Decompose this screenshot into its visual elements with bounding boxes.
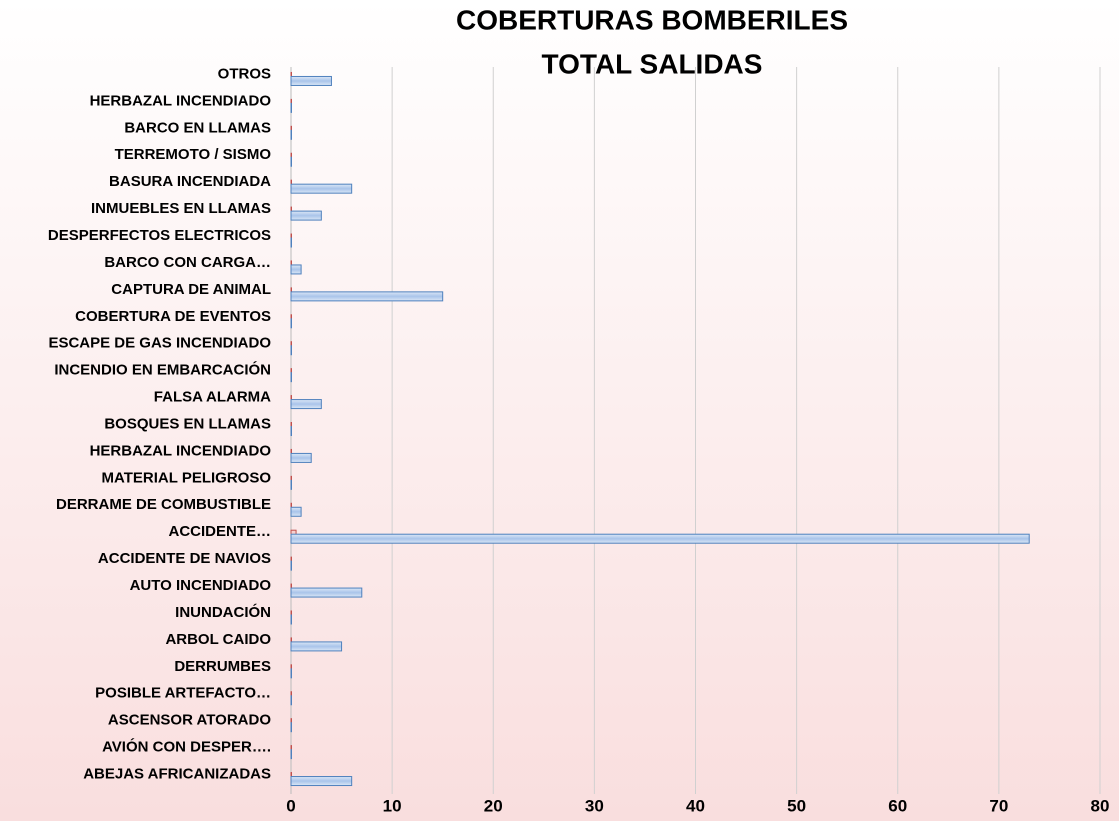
y-tick-label: POSIBLE ARTEFACTO… [95,685,271,702]
bar [290,533,1030,544]
bar [290,641,343,652]
bar [290,668,292,679]
y-tick-label: HERBAZAL INCENDIADO [90,92,272,109]
bar [290,345,292,356]
y-tick-label: COBERTURA DE EVENTOS [75,308,271,325]
bar [290,156,292,167]
x-tick-label: 80 [1091,796,1110,815]
bar [290,426,292,436]
bar [290,237,292,248]
chart-title: TOTAL SALIDAS [542,48,763,79]
bar [290,129,292,140]
y-tick-label: DESPERFECTOS ELECTRICOS [48,227,271,244]
y-tick-label: ACCIDENTE… [168,523,271,540]
y-tick-label: BARCO EN LLAMAS [124,119,271,136]
y-tick-label: BASURA INCENDIADA [109,173,271,190]
y-tick-label: INMUEBLES EN LLAMAS [91,200,271,217]
bar [290,102,292,113]
x-tick-label: 10 [383,796,402,815]
bar [290,372,292,383]
bar [290,776,353,787]
x-tick-label: 70 [989,796,1008,815]
chart-title: COBERTURAS BOMBERILES [456,4,848,35]
bar [290,75,332,86]
y-tick-label: BARCO CON CARGA… [104,254,271,271]
y-tick-label: CAPTURA DE ANIMAL [111,281,271,298]
bar [290,318,292,329]
x-tick-label: 20 [484,796,503,815]
bar [290,479,292,490]
bar [290,722,292,733]
y-tick-label: FALSA ALARMA [154,389,271,406]
bar [290,291,444,302]
bar [290,695,292,706]
bar [290,749,292,760]
y-tick-label: OTROS [218,65,271,82]
bar [290,587,363,598]
x-tick-label: 30 [585,796,604,815]
bar [290,452,312,463]
bar [290,614,292,625]
y-tick-label: DERRUMBES [174,658,271,675]
y-tick-label: HERBAZAL INCENDIADO [90,442,272,459]
bar [290,183,353,194]
y-tick-label: TERREMOTO / SISMO [115,146,272,163]
y-tick-label: DERRAME DE COMBUSTIBLE [56,496,271,513]
y-tick-label: ACCIDENTE DE NAVIOS [98,550,271,567]
y-tick-label: ASCENSOR ATORADO [108,712,271,729]
x-tick-label: 0 [286,796,295,815]
bar [290,560,292,571]
y-tick-label: ARBOL CAIDO [165,631,271,648]
y-tick-label: ABEJAS AFRICANIZADAS [83,766,271,783]
bar [290,264,302,275]
y-tick-label: BOSQUES EN LLAMAS [104,415,271,432]
bar [290,210,322,221]
y-tick-label: MATERIAL PELIGROSO [102,469,272,486]
bar [290,399,322,410]
y-tick-label: INCENDIO EN EMBARCACIÓN [54,361,271,379]
x-tick-label: 50 [787,796,806,815]
x-tick-label: 60 [888,796,907,815]
x-tick-label: 40 [686,796,705,815]
bar [290,506,302,517]
y-tick-label: AUTO INCENDIADO [130,577,272,594]
y-tick-label: AVIÓN CON DESPER…. [102,738,271,756]
y-tick-label: INUNDACIÓN [175,603,271,621]
y-tick-label: ESCAPE DE GAS INCENDIADO [48,335,271,352]
